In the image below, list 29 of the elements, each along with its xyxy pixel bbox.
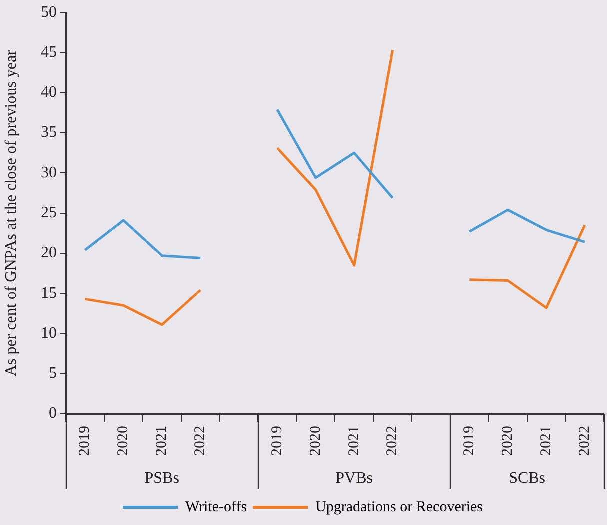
y-tick-label: 15 [41, 284, 57, 302]
x-tick-label: 2019 [269, 426, 286, 456]
text: PSBs [144, 470, 180, 488]
x-tick-label: 2021 [346, 426, 362, 456]
y-tick-label: 0 [49, 405, 57, 422]
x-tick-label: 2020 [116, 426, 132, 456]
text: PVBs [336, 470, 373, 488]
x-tick-label: 2021 [538, 426, 554, 456]
x-tick-label: 2022 [384, 426, 401, 456]
y-tick-label: 35 [41, 124, 57, 142]
x-tick-label: 2021 [154, 426, 170, 456]
x-tick-label: 2019 [77, 426, 94, 456]
y-tick-label: 10 [41, 324, 57, 342]
y-tick-label: 30 [41, 164, 57, 182]
x-tick-label: 2020 [308, 426, 324, 456]
x-tick-label: 2022 [576, 426, 593, 456]
text: SCBs [509, 470, 546, 488]
y-tick-label: 20 [41, 244, 57, 262]
x-tick-label: 2019 [462, 426, 478, 456]
y-tick-label: 45 [41, 44, 57, 61]
legend-label: Upgradations or Recoveries [316, 499, 484, 516]
y-tick-label: 50 [41, 4, 57, 21]
legend-label: Write-offs [185, 499, 248, 516]
y-tick-label: 25 [41, 204, 57, 222]
y-tick-label: 40 [41, 84, 57, 102]
x-tick-label: 2022 [192, 426, 208, 456]
y-axis-title: As per cent of GNPAs at the close of previous year [2, 49, 20, 377]
y-tick-label: 5 [49, 365, 57, 382]
x-tick-label: 2020 [500, 426, 516, 456]
